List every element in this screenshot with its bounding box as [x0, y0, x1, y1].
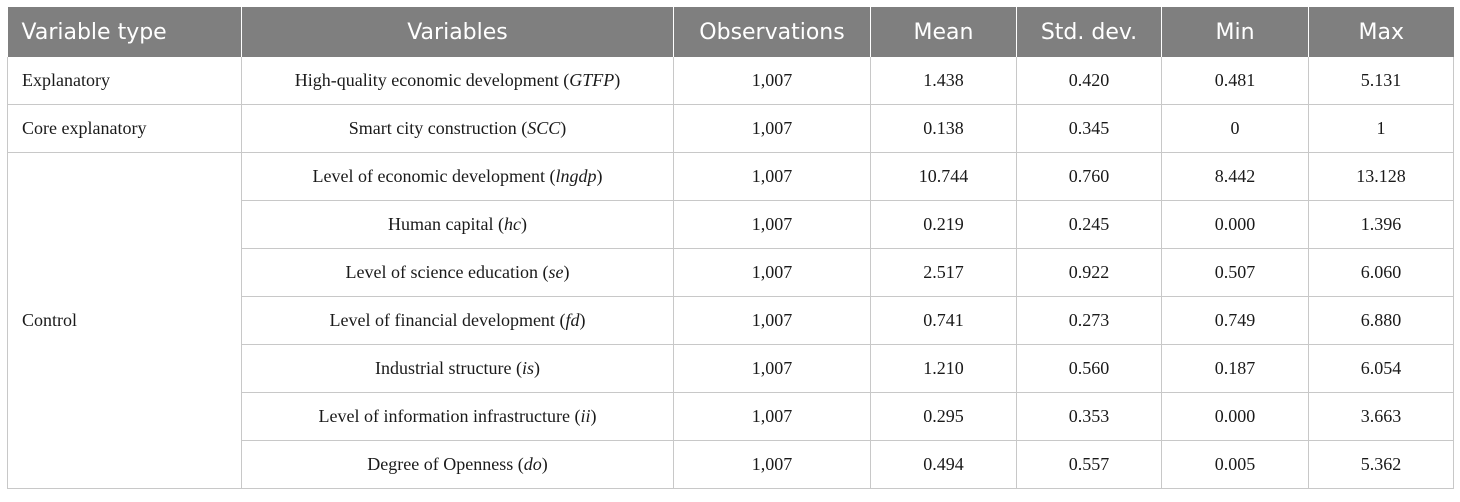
min-cell: 0.000 — [1161, 200, 1309, 249]
std-dev-cell: 0.420 — [1016, 57, 1162, 105]
table-row: Level of science education (se) 1,007 2.… — [8, 248, 1454, 297]
mean-cell: 0.295 — [870, 392, 1017, 441]
variable-cell: Level of economic development (lngdp) — [241, 152, 674, 201]
mean-cell: 0.138 — [870, 104, 1017, 153]
variable-cell: Degree of Openness (do) — [241, 440, 674, 489]
observations-cell: 1,007 — [673, 57, 871, 105]
min-cell: 0.187 — [1161, 344, 1309, 393]
variable-name: Degree of Openness — [367, 454, 514, 474]
max-cell: 5.362 — [1308, 440, 1454, 489]
mean-cell: 10.744 — [870, 152, 1017, 201]
variable-type-cell: Explanatory — [7, 57, 242, 105]
max-cell: 6.054 — [1308, 344, 1454, 393]
max-cell: 6.060 — [1308, 248, 1454, 297]
variable-name: Level of information infrastructure — [318, 406, 570, 426]
header-std-dev: Std. dev. — [1016, 7, 1162, 57]
std-dev-cell: 0.245 — [1016, 200, 1162, 249]
observations-cell: 1,007 — [673, 440, 871, 489]
variable-name: Human capital — [388, 214, 494, 234]
variable-abbr: lngdp — [555, 166, 597, 186]
table-row: Explanatory High-quality economic develo… — [7, 57, 1454, 105]
mean-cell: 0.219 — [870, 200, 1017, 249]
max-cell: 1 — [1308, 104, 1454, 153]
min-cell: 0.000 — [1161, 392, 1309, 441]
variable-abbr: fd — [565, 310, 580, 330]
variable-cell: Level of information infrastructure (ii) — [241, 392, 674, 441]
variable-abbr: do — [523, 454, 542, 474]
variable-cell: Level of financial development (fd) — [241, 296, 674, 345]
variable-abbr: GTFP — [569, 70, 615, 90]
header-row: Variable type Variables Observations Mea… — [7, 7, 1454, 57]
variable-abbr: se — [548, 262, 564, 282]
std-dev-cell: 0.760 — [1016, 152, 1162, 201]
variable-abbr: ii — [580, 406, 591, 426]
mean-cell: 0.741 — [870, 296, 1017, 345]
observations-cell: 1,007 — [673, 344, 871, 393]
header-variable-type: Variable type — [7, 7, 242, 57]
table-container: Variable type Variables Observations Mea… — [7, 7, 1454, 489]
min-cell: 0.005 — [1161, 440, 1309, 489]
variable-abbr: is — [521, 358, 534, 378]
variable-name: Level of science education — [345, 262, 538, 282]
max-cell: 1.396 — [1308, 200, 1454, 249]
min-cell: 0.749 — [1161, 296, 1309, 345]
variable-cell: Industrial structure (is) — [241, 344, 674, 393]
observations-cell: 1,007 — [673, 392, 871, 441]
variable-name: Industrial structure — [375, 358, 512, 378]
variable-name: Smart city construction — [348, 118, 517, 138]
variable-abbr: hc — [503, 214, 521, 234]
mean-cell: 1.438 — [870, 57, 1017, 105]
table-row: Degree of Openness (do) 1,007 0.494 0.55… — [8, 440, 1454, 489]
observations-cell: 1,007 — [673, 296, 871, 345]
table-row: Human capital (hc) 1,007 0.219 0.245 0.0… — [8, 200, 1454, 249]
variable-cell: High-quality economic development (GTFP) — [241, 57, 674, 105]
observations-cell: 1,007 — [673, 248, 871, 297]
min-cell: 8.442 — [1161, 152, 1309, 201]
variable-abbr: SCC — [527, 118, 561, 138]
variable-cell: Smart city construction (SCC) — [241, 104, 674, 153]
table-row: Control Level of economic development (l… — [7, 152, 1454, 489]
std-dev-cell: 0.273 — [1016, 296, 1162, 345]
max-cell: 3.663 — [1308, 392, 1454, 441]
variable-cell: Human capital (hc) — [241, 200, 674, 249]
max-cell: 5.131 — [1308, 57, 1454, 105]
header-min: Min — [1161, 7, 1309, 57]
variable-name: Level of financial development — [329, 310, 555, 330]
descriptive-statistics-table: Variable type Variables Observations Mea… — [7, 7, 1454, 489]
header-observations: Observations — [673, 7, 871, 57]
variable-type-cell: Core explanatory — [7, 104, 242, 153]
std-dev-cell: 0.557 — [1016, 440, 1162, 489]
min-cell: 0 — [1161, 104, 1309, 153]
variable-type-cell: Control — [7, 152, 242, 489]
min-cell: 0.507 — [1161, 248, 1309, 297]
table-row: Industrial structure (is) 1,007 1.210 0.… — [8, 344, 1454, 393]
header-variables: Variables — [241, 7, 674, 57]
variable-name: Level of economic development — [312, 166, 545, 186]
std-dev-cell: 0.560 — [1016, 344, 1162, 393]
mean-cell: 1.210 — [870, 344, 1017, 393]
observations-cell: 1,007 — [673, 200, 871, 249]
max-cell: 13.128 — [1308, 152, 1454, 201]
table-row: Core explanatory Smart city construction… — [7, 104, 1454, 153]
mean-cell: 0.494 — [870, 440, 1017, 489]
variable-cell: Level of science education (se) — [241, 248, 674, 297]
table-row: Level of information infrastructure (ii)… — [8, 392, 1454, 441]
variable-name: High-quality economic development — [294, 70, 559, 90]
std-dev-cell: 0.345 — [1016, 104, 1162, 153]
std-dev-cell: 0.922 — [1016, 248, 1162, 297]
header-max: Max — [1308, 7, 1454, 57]
min-cell: 0.481 — [1161, 57, 1309, 105]
std-dev-cell: 0.353 — [1016, 392, 1162, 441]
observations-cell: 1,007 — [673, 152, 871, 201]
max-cell: 6.880 — [1308, 296, 1454, 345]
observations-cell: 1,007 — [673, 104, 871, 153]
mean-cell: 2.517 — [870, 248, 1017, 297]
table-row: Level of financial development (fd) 1,00… — [8, 296, 1454, 345]
header-mean: Mean — [870, 7, 1017, 57]
